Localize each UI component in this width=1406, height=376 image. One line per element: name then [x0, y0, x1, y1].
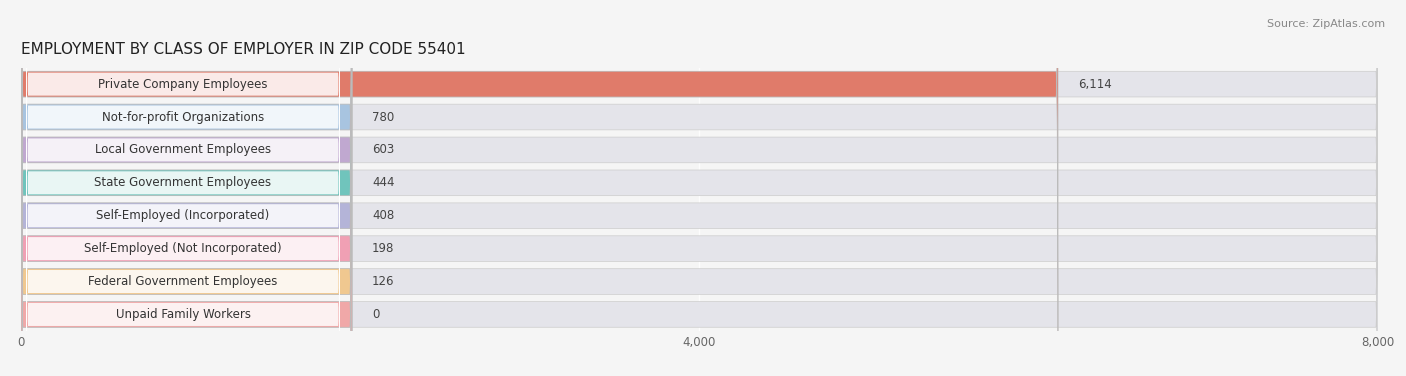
Text: Private Company Employees: Private Company Employees — [98, 77, 267, 91]
FancyBboxPatch shape — [21, 0, 351, 376]
Text: State Government Employees: State Government Employees — [94, 176, 271, 190]
FancyBboxPatch shape — [27, 0, 340, 376]
FancyBboxPatch shape — [27, 0, 340, 376]
Text: Not-for-profit Organizations: Not-for-profit Organizations — [101, 111, 264, 124]
FancyBboxPatch shape — [27, 0, 340, 376]
FancyBboxPatch shape — [21, 0, 1378, 376]
Text: 0: 0 — [373, 308, 380, 321]
FancyBboxPatch shape — [21, 0, 1059, 376]
Text: 126: 126 — [373, 275, 395, 288]
Text: 6,114: 6,114 — [1078, 77, 1112, 91]
Text: Source: ZipAtlas.com: Source: ZipAtlas.com — [1267, 19, 1385, 29]
Text: Self-Employed (Incorporated): Self-Employed (Incorporated) — [97, 209, 270, 222]
Text: 444: 444 — [373, 176, 395, 190]
FancyBboxPatch shape — [21, 0, 1378, 376]
Text: EMPLOYMENT BY CLASS OF EMPLOYER IN ZIP CODE 55401: EMPLOYMENT BY CLASS OF EMPLOYER IN ZIP C… — [21, 42, 465, 57]
FancyBboxPatch shape — [21, 0, 1378, 376]
Text: 780: 780 — [373, 111, 395, 124]
FancyBboxPatch shape — [21, 0, 351, 376]
Text: Local Government Employees: Local Government Employees — [96, 143, 271, 156]
FancyBboxPatch shape — [27, 0, 340, 376]
FancyBboxPatch shape — [21, 0, 351, 376]
FancyBboxPatch shape — [21, 0, 1378, 376]
FancyBboxPatch shape — [21, 0, 351, 376]
FancyBboxPatch shape — [27, 0, 340, 376]
FancyBboxPatch shape — [21, 0, 1378, 376]
Text: 603: 603 — [373, 143, 395, 156]
FancyBboxPatch shape — [21, 0, 351, 376]
FancyBboxPatch shape — [21, 0, 1378, 376]
FancyBboxPatch shape — [27, 0, 340, 376]
Text: Federal Government Employees: Federal Government Employees — [89, 275, 278, 288]
FancyBboxPatch shape — [21, 0, 351, 376]
Text: 198: 198 — [373, 242, 395, 255]
Text: Unpaid Family Workers: Unpaid Family Workers — [115, 308, 250, 321]
FancyBboxPatch shape — [21, 0, 1378, 376]
FancyBboxPatch shape — [21, 0, 1378, 376]
Text: Self-Employed (Not Incorporated): Self-Employed (Not Incorporated) — [84, 242, 281, 255]
FancyBboxPatch shape — [27, 0, 340, 376]
FancyBboxPatch shape — [21, 0, 351, 376]
Text: 408: 408 — [373, 209, 395, 222]
FancyBboxPatch shape — [27, 0, 340, 376]
